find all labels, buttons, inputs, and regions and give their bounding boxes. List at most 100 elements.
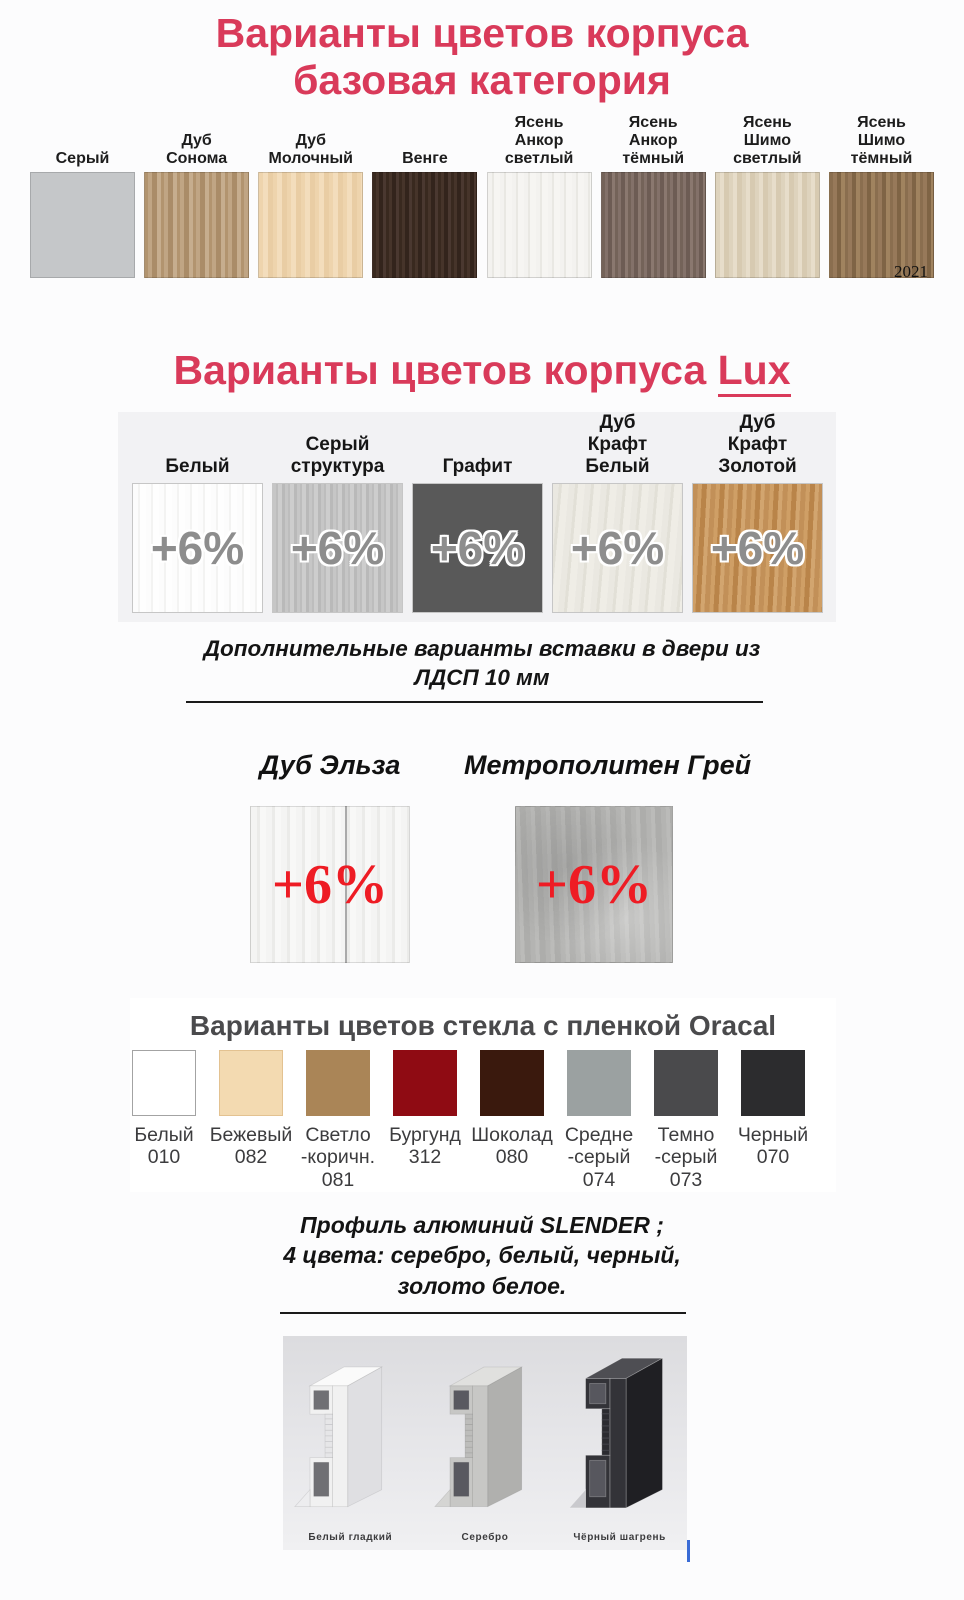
lux-title-prefix: Варианты цветов корпуса — [173, 346, 718, 393]
surcharge-badge: +6% — [272, 853, 388, 916]
swatch-label: Ясень Анкор светлый — [504, 114, 574, 168]
swatch-tile: +6% — [412, 483, 543, 613]
swatch-tile: +6% — [132, 483, 263, 613]
swatch-tile — [567, 1050, 631, 1116]
swatch-item: Бежевый 082 — [210, 1050, 292, 1191]
divider-line — [280, 1312, 686, 1314]
swatch-label: Белый 010 — [134, 1124, 194, 1169]
swatch-label: Белый — [165, 456, 230, 478]
oracal-section-heading: Варианты цветов стекла с пленкой Oracal — [189, 1010, 777, 1041]
swatch-label: Шоколад 080 — [471, 1124, 553, 1169]
swatch-label: Графит — [442, 456, 513, 478]
swatch-tile — [372, 172, 478, 278]
swatch-item: Темно -серый 073 — [654, 1050, 718, 1191]
surcharge-badge: +6% — [430, 522, 525, 574]
swatch-label: Средне -серый 074 — [564, 1124, 634, 1191]
ldsp-section-heading: Дополнительные варианты вставки в двери … — [203, 636, 761, 691]
profile-label: Чёрный шагрень — [573, 1532, 666, 1543]
swatch-label: Ясень Анкор тёмный — [622, 114, 685, 168]
lux-panel: Белый +6% Серый структура +6% Графит +6%… — [118, 412, 836, 622]
swatch-label: Черный 070 — [737, 1124, 809, 1169]
swatch-label: Дуб Крафт Золотой — [718, 412, 797, 478]
profile-section-heading: Профиль алюминий SLENDER ; 4 цвета: сере… — [283, 1212, 681, 1299]
swatch-item: Ясень Шимо тёмный — [828, 114, 934, 278]
swatch-label: Серый — [55, 150, 110, 168]
profile-label: Серебро — [461, 1532, 509, 1543]
swatch-tile: +6% — [515, 806, 673, 963]
swatch-label: Ясень Шимо тёмный — [850, 114, 913, 168]
lux-swatch-row: Белый +6% Серый структура +6% Графит +6%… — [132, 412, 823, 613]
swatch-tile — [480, 1050, 544, 1116]
swatch-tile: +6% — [250, 806, 410, 963]
swatch-tile — [219, 1050, 283, 1116]
aluminium-profile-icon — [434, 1366, 524, 1508]
aluminium-profile-icon — [294, 1366, 384, 1508]
swatch-label: Дуб Сонома — [166, 132, 228, 168]
swatch-label: Дуб Крафт Белый — [585, 412, 650, 478]
profile-photo: Белый гладкий Серебро Чёрный шагрень — [283, 1336, 687, 1550]
swatch-tile — [132, 1050, 196, 1116]
base-swatch-row: Серый Дуб Сонома Дуб Молочный Венге Ясен… — [30, 114, 934, 278]
swatch-item: Белый +6% — [132, 412, 263, 613]
profile-white-image — [291, 1350, 395, 1518]
swatch-label: Бежевый 082 — [209, 1124, 293, 1169]
lux-title-underlined: Lux — [717, 346, 791, 397]
swatch-tile — [486, 172, 592, 278]
swatch-tile — [714, 172, 820, 278]
swatch-item: Белый 010 — [132, 1050, 196, 1191]
swatch-item: Дуб Крафт Белый +6% — [552, 412, 683, 613]
swatch-item: Ясень Шимо светлый — [714, 114, 820, 278]
swatch-item: Дуб Крафт Золотой +6% — [692, 412, 823, 613]
swatch-tile — [828, 172, 934, 278]
swatch-tile — [741, 1050, 805, 1116]
surcharge-badge: +6% — [710, 522, 805, 574]
swatch-tile — [144, 172, 250, 278]
swatch-tile: +6% — [692, 483, 823, 613]
swatch-label: Серый структура — [290, 434, 385, 478]
swatch-label: Дуб Молочный — [268, 132, 354, 168]
swatch-label: Ясень Шимо светлый — [733, 114, 802, 168]
profile-label: Белый гладкий — [308, 1532, 393, 1543]
swatch-tile — [30, 172, 135, 278]
swatch-item: Графит +6% — [412, 412, 543, 613]
insert-swatch-label: Дуб Эльза — [259, 750, 401, 780]
aluminium-profile-icon — [568, 1357, 665, 1509]
base-section-title: Варианты цветов корпуса базовая категори… — [215, 10, 749, 103]
swatch-tile: +6% — [272, 483, 403, 613]
swatch-tile — [600, 172, 706, 278]
swatch-tile — [258, 172, 364, 278]
swatch-label: Темно -серый 073 — [654, 1124, 718, 1191]
insert-swatch-label: Метрополитен Грей — [464, 750, 752, 780]
oracal-panel: Варианты цветов стекла с пленкой Oracal … — [130, 998, 836, 1192]
swatch-item: Ясень Анкор светлый — [486, 114, 592, 278]
text-cursor — [687, 1540, 690, 1562]
swatch-label: Светло -коричн. 081 — [300, 1124, 376, 1191]
profile-black-image — [565, 1340, 677, 1520]
profile-labels-row: Белый гладкий Серебро Чёрный шагрень — [283, 1532, 687, 1543]
swatch-item: Черный 070 — [737, 1050, 809, 1191]
swatch-item: Серый — [30, 116, 135, 278]
swatch-item: Средне -серый 074 — [564, 1050, 634, 1191]
swatch-item: Шоколад 080 — [471, 1050, 553, 1191]
surcharge-badge: +6% — [150, 522, 245, 574]
year-note: 2021 — [894, 262, 928, 281]
swatch-item: Венге — [372, 116, 478, 278]
surcharge-badge: +6% — [290, 522, 385, 574]
swatch-item: Светло -коричн. 081 — [301, 1050, 375, 1191]
swatch-item: Бургунд 312 — [389, 1050, 461, 1191]
swatch-label: Венге — [402, 150, 448, 168]
swatch-tile: +6% — [552, 483, 683, 613]
swatch-item: Дуб Сонома — [144, 116, 250, 278]
swatch-tile — [654, 1050, 718, 1116]
surcharge-badge: +6% — [536, 853, 652, 916]
surcharge-badge: +6% — [570, 522, 665, 574]
profile-silver-image — [431, 1350, 535, 1518]
swatch-item: Ясень Анкор тёмный — [600, 114, 706, 278]
divider-line — [186, 701, 763, 703]
oracal-swatch-row: Белый 010 Бежевый 082 Светло -коричн. 08… — [132, 1050, 809, 1191]
swatch-label: Бургунд 312 — [389, 1124, 461, 1169]
swatch-tile — [393, 1050, 457, 1116]
swatch-tile — [306, 1050, 370, 1116]
swatch-item: Дуб Молочный — [258, 116, 364, 278]
swatch-item: Серый структура +6% — [272, 412, 403, 613]
